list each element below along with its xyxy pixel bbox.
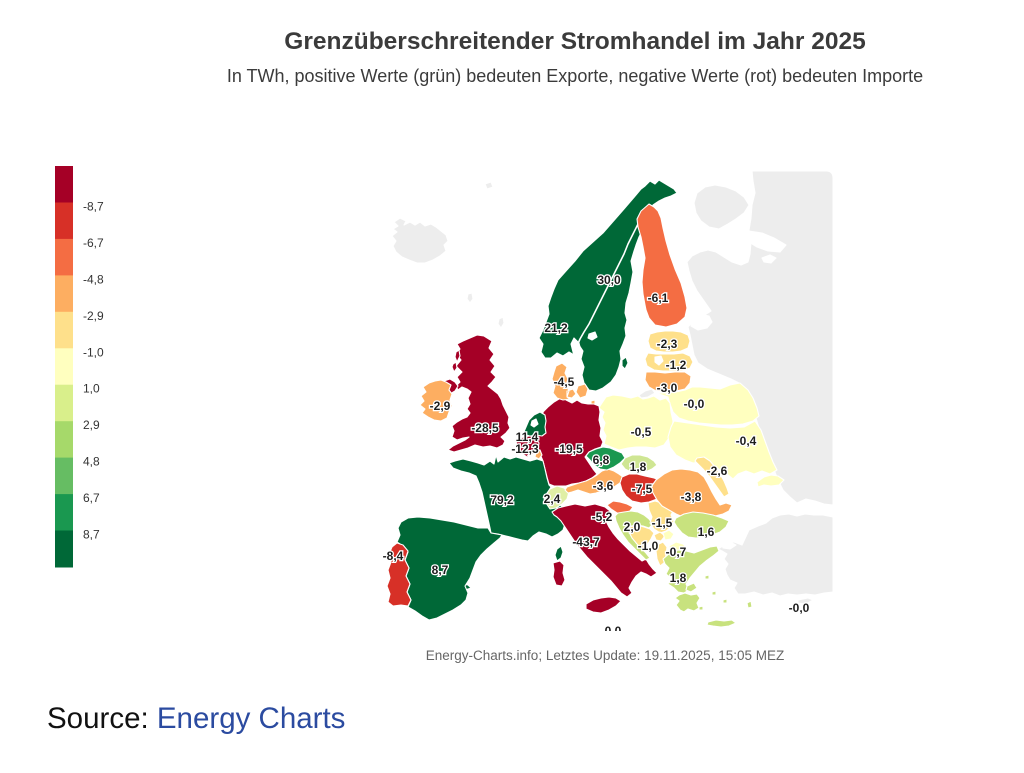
svg-text:-8,7: -8,7: [83, 200, 104, 214]
svg-text:30,0: 30,0: [597, 273, 621, 287]
svg-text:-1,5: -1,5: [652, 516, 673, 530]
svg-text:-2,3: -2,3: [657, 337, 678, 351]
svg-text:1,6: 1,6: [698, 525, 715, 539]
svg-text:-4,5: -4,5: [554, 375, 575, 389]
svg-text:6,8: 6,8: [593, 453, 610, 467]
svg-text:21,2: 21,2: [544, 321, 568, 335]
svg-text:2,0: 2,0: [624, 520, 641, 534]
svg-text:6,7: 6,7: [83, 491, 100, 505]
svg-text:-2,9: -2,9: [83, 309, 104, 323]
svg-text:-3,0: -3,0: [657, 381, 678, 395]
svg-text:-0,0: -0,0: [684, 397, 705, 411]
svg-text:-4,8: -4,8: [83, 272, 104, 286]
svg-text:-6,1: -6,1: [648, 291, 669, 305]
svg-text:1,8: 1,8: [670, 571, 687, 585]
svg-text:-1,2: -1,2: [666, 358, 687, 372]
svg-text:1,8: 1,8: [630, 460, 647, 474]
svg-text:8,7: 8,7: [432, 563, 449, 577]
svg-text:-0,7: -0,7: [666, 545, 687, 559]
svg-text:-2,6: -2,6: [707, 464, 728, 478]
svg-text:1,0: 1,0: [83, 382, 100, 396]
svg-text:-0,4: -0,4: [736, 434, 757, 448]
svg-text:-43,7: -43,7: [572, 535, 600, 549]
svg-text:-12,3: -12,3: [511, 442, 539, 456]
svg-text:-1,0: -1,0: [638, 539, 659, 553]
svg-text:11,4: 11,4: [516, 430, 539, 444]
svg-text:-1,0: -1,0: [83, 345, 104, 359]
svg-text:79,2: 79,2: [490, 493, 514, 507]
svg-text:-2,9: -2,9: [430, 399, 451, 413]
svg-text:-0,0: -0,0: [789, 601, 810, 615]
svg-text:-19,5: -19,5: [555, 442, 583, 456]
svg-text:4,8: 4,8: [83, 455, 100, 469]
svg-text:-3,6: -3,6: [593, 479, 614, 493]
svg-text:-7,5: -7,5: [632, 482, 653, 496]
svg-text:-28,5: -28,5: [471, 421, 499, 435]
svg-text:8,7: 8,7: [83, 528, 100, 542]
svg-text:2,4: 2,4: [544, 492, 561, 506]
svg-text:2,9: 2,9: [83, 418, 100, 432]
svg-text:-6,7: -6,7: [83, 236, 104, 250]
svg-text:-5,2: -5,2: [592, 510, 613, 524]
svg-text:-8,4: -8,4: [383, 549, 404, 563]
svg-text:-3,8: -3,8: [681, 490, 702, 504]
svg-text:-0,5: -0,5: [631, 425, 652, 439]
